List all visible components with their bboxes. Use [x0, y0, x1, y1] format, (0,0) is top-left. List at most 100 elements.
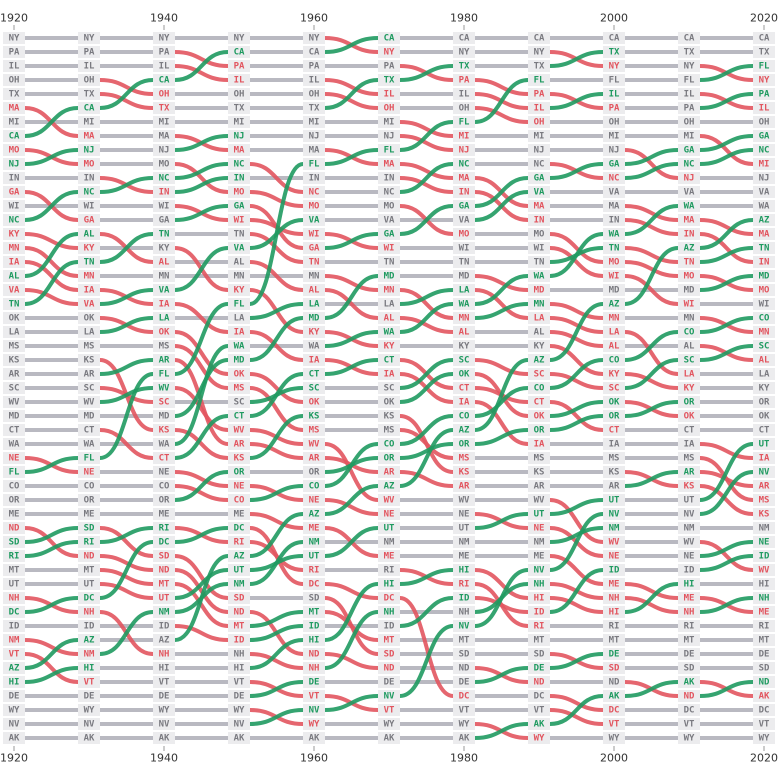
- label-box: [453, 662, 475, 674]
- state-label: TX: [159, 104, 170, 114]
- state-label: MO: [684, 272, 695, 282]
- label-box: [303, 200, 325, 212]
- bump-segment: [549, 498, 604, 544]
- state-label: CT: [459, 384, 470, 394]
- state-label: MA: [309, 146, 320, 156]
- label-box: [453, 242, 475, 254]
- state-label: ID: [384, 622, 395, 632]
- bump-segment: [399, 596, 454, 628]
- label-box: [153, 480, 175, 492]
- state-label: UT: [309, 552, 320, 562]
- label-box: [228, 32, 250, 44]
- label-box: [528, 438, 550, 450]
- label-box: [3, 130, 25, 142]
- state-label: VT: [759, 720, 770, 730]
- state-label: VT: [534, 706, 545, 716]
- state-label: VA: [234, 244, 245, 254]
- label-box: [453, 494, 475, 506]
- bump-segment: [549, 596, 604, 614]
- label-box: [153, 438, 175, 450]
- state-label: WY: [234, 706, 245, 716]
- label-box: [228, 116, 250, 128]
- state-label: NY: [84, 34, 95, 44]
- bump-segment: [699, 484, 754, 516]
- state-label: SD: [84, 524, 95, 534]
- state-label: OH: [759, 118, 770, 128]
- label-box: [3, 60, 25, 72]
- state-label: NE: [384, 510, 395, 520]
- label-box: [603, 74, 625, 86]
- state-label: GA: [9, 188, 20, 198]
- label-box: [453, 578, 475, 590]
- bump-segment: [399, 414, 454, 446]
- bump-segment: [474, 596, 529, 614]
- state-label: ID: [759, 552, 770, 562]
- bump-segment: [99, 288, 154, 306]
- bump-segment: [99, 610, 154, 656]
- label-box: [528, 46, 550, 58]
- label-box: [303, 256, 325, 268]
- state-label: NM: [459, 538, 470, 548]
- state-label: IN: [759, 258, 770, 268]
- state-label: KY: [384, 342, 395, 352]
- state-label: TX: [234, 104, 245, 114]
- state-label: HI: [759, 580, 770, 590]
- state-label: TN: [309, 258, 320, 268]
- state-label: WY: [309, 720, 320, 730]
- bump-segment: [24, 232, 79, 250]
- label-box: [153, 620, 175, 632]
- state-label: PA: [234, 62, 245, 72]
- state-label: HI: [384, 580, 395, 590]
- x-tick-label-bottom: 1940: [150, 752, 178, 765]
- state-label: DE: [384, 678, 395, 688]
- label-box: [603, 270, 625, 282]
- state-label: SD: [684, 664, 695, 674]
- bump-segment: [99, 78, 154, 96]
- state-label: MI: [759, 160, 770, 170]
- state-label: AZ: [534, 356, 545, 366]
- label-box: [678, 200, 700, 212]
- label-box: [603, 396, 625, 408]
- label-box: [3, 480, 25, 492]
- bump-segment: [24, 190, 79, 222]
- label-box: [3, 368, 25, 380]
- label-box: [228, 214, 250, 226]
- bump-segment: [249, 414, 304, 460]
- state-label: AL: [609, 342, 620, 352]
- label-box: [303, 354, 325, 366]
- label-box: [228, 634, 250, 646]
- state-label: MS: [309, 426, 320, 436]
- label-box: [78, 284, 100, 296]
- bump-segment: [174, 344, 229, 446]
- state-label: MD: [384, 272, 395, 282]
- label-box: [678, 116, 700, 128]
- state-label: ME: [84, 510, 95, 520]
- label-box: [78, 438, 100, 450]
- label-box: [528, 354, 550, 366]
- label-box: [153, 522, 175, 534]
- label-box: [453, 382, 475, 394]
- bump-segment: [624, 596, 679, 614]
- state-label: NE: [534, 524, 545, 534]
- line-layer: [24, 36, 754, 740]
- bump-segment: [249, 162, 304, 306]
- label-box: [228, 452, 250, 464]
- state-label: SD: [234, 594, 245, 604]
- state-label: AK: [309, 734, 320, 744]
- label-box: [603, 536, 625, 548]
- label-box: [603, 242, 625, 254]
- state-label: WI: [159, 202, 170, 212]
- state-label: SC: [159, 398, 170, 408]
- state-label: RI: [759, 622, 770, 632]
- bump-segment: [324, 582, 379, 600]
- state-label: KY: [309, 328, 320, 338]
- state-label: MO: [9, 146, 20, 156]
- label-box: [228, 410, 250, 422]
- state-label: MD: [459, 272, 470, 282]
- label-box: [228, 508, 250, 520]
- label-box: [78, 466, 100, 478]
- state-label: ME: [234, 510, 245, 520]
- state-label: AZ: [309, 510, 320, 520]
- bump-segment: [624, 680, 679, 698]
- state-label: OR: [84, 496, 95, 506]
